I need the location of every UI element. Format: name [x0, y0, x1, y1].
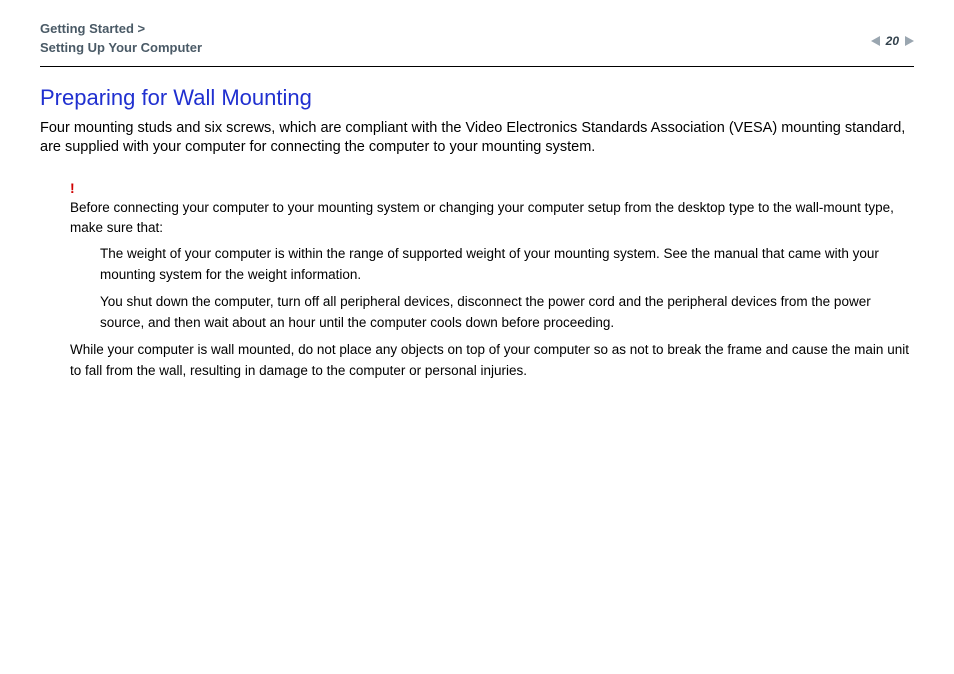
warning-bang-icon: !	[70, 180, 914, 196]
warning-block: ! Before connecting your computer to you…	[40, 180, 914, 382]
document-page: Getting Started > Setting Up Your Comput…	[0, 0, 954, 674]
warning-item: The weight of your computer is within th…	[100, 244, 914, 286]
warning-lead: Before connecting your computer to your …	[70, 198, 914, 239]
warning-tail: While your computer is wall mounted, do …	[70, 340, 914, 382]
section-title: Preparing for Wall Mounting	[40, 85, 914, 111]
next-page-arrow-icon[interactable]	[905, 36, 914, 46]
prev-page-arrow-icon[interactable]	[871, 36, 880, 46]
intro-paragraph: Four mounting studs and six screws, whic…	[40, 119, 914, 158]
breadcrumb: Getting Started > Setting Up Your Comput…	[40, 20, 914, 58]
warning-items: The weight of your computer is within th…	[70, 244, 914, 334]
page-number: 20	[884, 34, 901, 48]
page-number-nav: 20	[871, 34, 914, 48]
page-content: Preparing for Wall Mounting Four mountin…	[0, 67, 954, 382]
page-header: Getting Started > Setting Up Your Comput…	[0, 0, 954, 66]
breadcrumb-line-1[interactable]: Getting Started >	[40, 21, 145, 36]
warning-item: You shut down the computer, turn off all…	[100, 292, 914, 334]
breadcrumb-line-2[interactable]: Setting Up Your Computer	[40, 40, 202, 55]
